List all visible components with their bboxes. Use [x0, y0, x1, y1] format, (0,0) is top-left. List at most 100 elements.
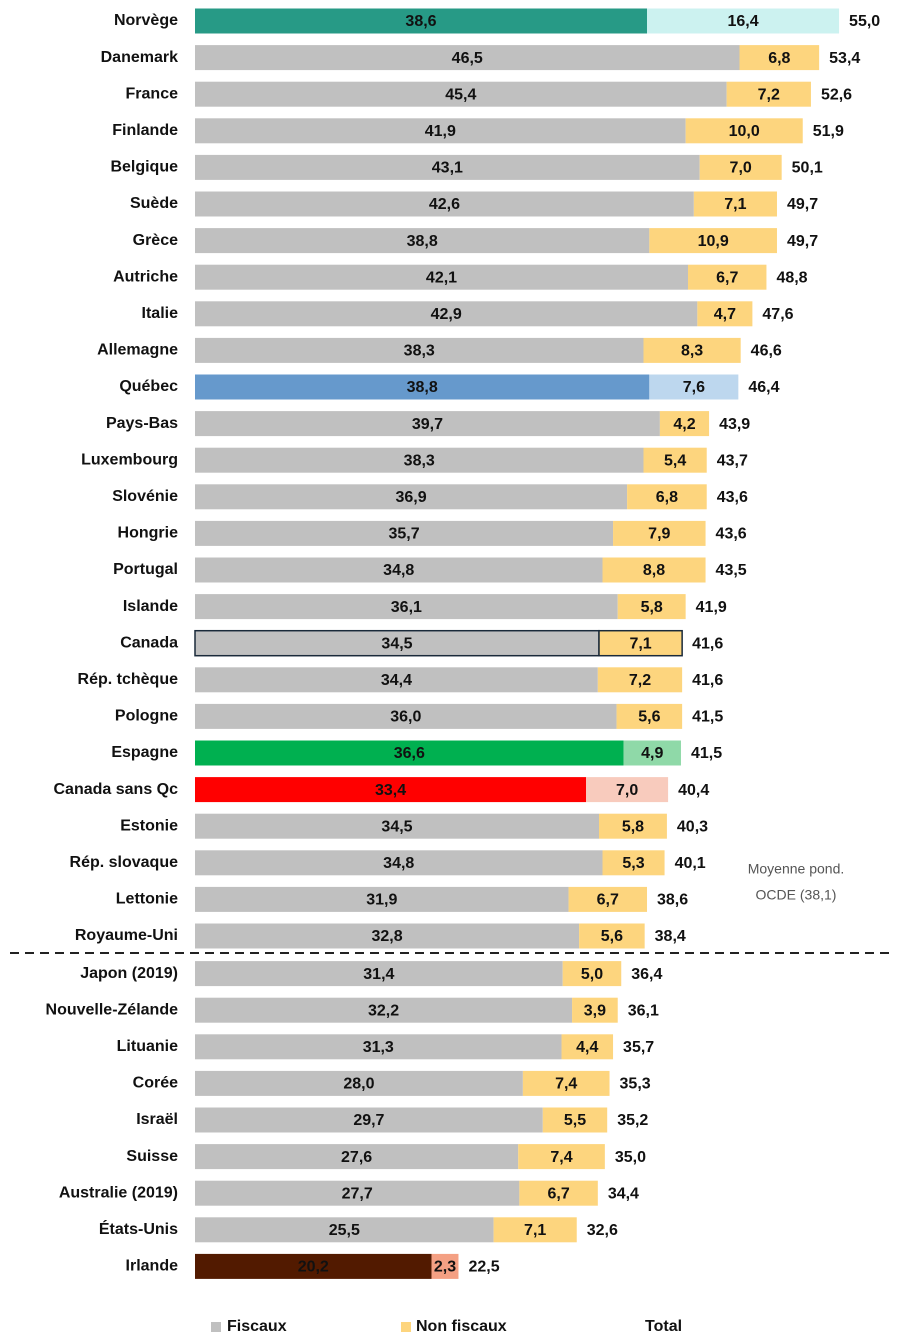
value-label: 7,0 — [616, 782, 638, 799]
value-label: 3,9 — [584, 1002, 606, 1019]
value-label: 31,9 — [366, 892, 397, 909]
total-label: 40,3 — [677, 818, 708, 835]
bar-segment — [195, 264, 688, 290]
bar-segment — [613, 520, 706, 546]
category-label: Nouvelle-Zélande — [46, 1001, 179, 1018]
total-label: 53,4 — [829, 50, 860, 67]
bar-segment — [726, 81, 811, 107]
bar-segment — [195, 8, 648, 34]
total-label: 22,5 — [468, 1259, 499, 1276]
value-label: 6,7 — [547, 1185, 569, 1202]
value-label: 45,4 — [445, 86, 476, 103]
legend-swatch — [401, 1322, 411, 1332]
total-label: 32,6 — [587, 1222, 618, 1239]
total-label: 51,9 — [813, 123, 844, 140]
value-label: 5,6 — [601, 928, 623, 945]
category-label: Italie — [142, 305, 179, 322]
value-label: 36,1 — [391, 599, 422, 616]
value-label: 34,4 — [381, 672, 412, 689]
total-label: 35,0 — [615, 1149, 646, 1166]
legend-label: Total — [645, 1318, 682, 1335]
bar-segment — [493, 1217, 577, 1243]
bar-segment — [195, 777, 587, 803]
bar-segment — [195, 961, 563, 987]
category-label: Québec — [119, 378, 178, 395]
annotation: Moyenne pond. — [748, 861, 845, 877]
bar-segment — [586, 777, 669, 803]
value-label: 7,6 — [683, 379, 705, 396]
legend-swatch — [211, 1322, 221, 1332]
category-label: Islande — [123, 598, 178, 615]
category-label: Allemagne — [97, 342, 178, 359]
bar-segment — [602, 557, 706, 583]
value-label: 27,6 — [341, 1149, 372, 1166]
category-label: Belgique — [110, 159, 178, 176]
value-label: 4,7 — [714, 306, 736, 323]
value-label: 42,1 — [426, 269, 457, 286]
total-label: 36,4 — [631, 966, 662, 983]
value-label: 7,4 — [550, 1149, 572, 1166]
bar-segment — [195, 1034, 562, 1060]
value-label: 8,8 — [643, 562, 665, 579]
bar-segment — [195, 886, 569, 912]
value-label: 35,7 — [388, 526, 419, 543]
value-label: 39,7 — [412, 416, 443, 433]
category-label: Grèce — [133, 232, 178, 249]
total-label: 46,4 — [748, 379, 779, 396]
total-label: 41,5 — [691, 745, 722, 762]
value-label: 28,0 — [343, 1076, 374, 1093]
total-label: 38,4 — [655, 928, 686, 945]
bar-segment — [195, 667, 598, 693]
category-label: Lettonie — [116, 891, 178, 908]
value-label: 32,8 — [371, 928, 402, 945]
total-label: 49,7 — [787, 233, 818, 250]
value-label: 38,3 — [404, 452, 435, 469]
bar-segment — [195, 484, 628, 510]
value-label: 4,4 — [576, 1039, 598, 1056]
bar-segment — [627, 484, 707, 510]
bar-segment — [522, 1070, 610, 1096]
total-label: 40,4 — [678, 782, 709, 799]
bar-segment — [659, 411, 710, 437]
value-label: 10,9 — [698, 233, 729, 250]
category-label: Espagne — [111, 744, 178, 761]
value-label: 38,8 — [407, 233, 438, 250]
bar-segment — [518, 1144, 605, 1170]
value-label: 7,1 — [629, 635, 651, 652]
category-label: Danemark — [101, 49, 178, 66]
total-label: 41,9 — [696, 599, 727, 616]
value-label: 31,3 — [363, 1039, 394, 1056]
category-label: Royaume-Uni — [75, 927, 178, 944]
bar-segment — [598, 629, 683, 657]
bar-segment — [597, 667, 683, 693]
value-label: 34,8 — [383, 855, 414, 872]
total-label: 47,6 — [762, 306, 793, 323]
category-label: Rép. tchèque — [78, 671, 179, 688]
category-label: Autriche — [113, 268, 178, 285]
category-label: France — [126, 85, 179, 102]
total-label: 43,9 — [719, 416, 750, 433]
total-label: 55,0 — [849, 13, 880, 30]
value-label: 5,8 — [641, 599, 663, 616]
bar-segment — [195, 228, 650, 254]
bar-segment — [643, 447, 707, 473]
value-label: 42,9 — [431, 306, 462, 323]
total-label: 52,6 — [821, 86, 852, 103]
value-label: 5,4 — [664, 452, 686, 469]
total-label: 43,5 — [716, 562, 747, 579]
bar-segment — [562, 961, 622, 987]
bar-segment — [194, 629, 600, 657]
category-label: Rép. slovaque — [70, 854, 179, 871]
value-label: 27,7 — [342, 1185, 373, 1202]
bar-segment — [195, 1107, 543, 1133]
total-label: 35,3 — [620, 1076, 651, 1093]
category-label: Corée — [133, 1075, 178, 1092]
bar-segment — [647, 8, 840, 34]
value-label: 34,8 — [383, 562, 414, 579]
bar-segment — [687, 264, 767, 290]
total-label: 36,1 — [628, 1002, 659, 1019]
bar-segment — [572, 997, 618, 1023]
bar-segment — [598, 813, 667, 839]
value-label: 5,6 — [638, 709, 660, 726]
